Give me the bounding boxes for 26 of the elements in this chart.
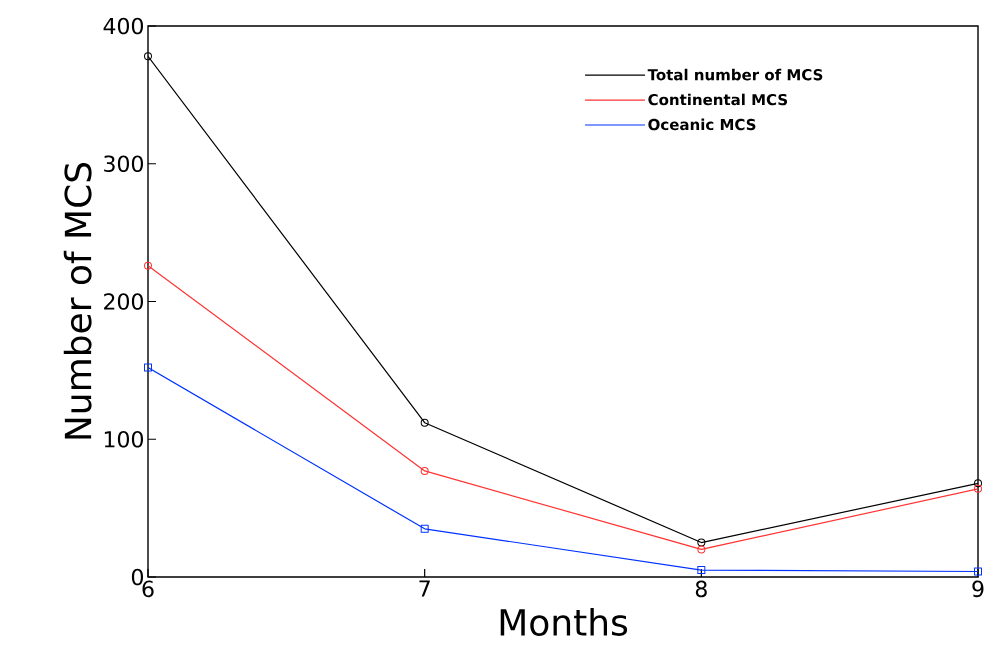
point xyxy=(697,566,706,575)
legend-label: Oceanic MCS xyxy=(648,118,756,131)
point xyxy=(697,538,706,547)
point xyxy=(420,466,429,475)
x-axis-title: Months xyxy=(500,608,628,636)
y-axis-title: Number of MCS xyxy=(63,162,92,439)
point xyxy=(144,261,152,270)
y-tick-label: 200 xyxy=(104,293,143,310)
point xyxy=(974,484,983,493)
y-tick-label: 400 xyxy=(103,17,143,35)
x-tick-label: 6 xyxy=(142,580,154,598)
point xyxy=(420,418,429,427)
legend-label: Total number of MCS xyxy=(647,68,823,81)
y-tick-label: 300 xyxy=(104,155,143,173)
point xyxy=(144,52,152,61)
y-tick-label: 100 xyxy=(104,430,143,448)
y-tick-label: 0 xyxy=(131,568,143,586)
point xyxy=(144,363,152,372)
x-tick-label: 7 xyxy=(419,580,430,597)
x-tick-label: 8 xyxy=(695,580,707,598)
x-tick-label: 9 xyxy=(972,580,984,598)
point xyxy=(697,545,706,554)
point xyxy=(420,524,429,533)
point xyxy=(974,479,983,488)
point xyxy=(974,567,983,576)
legend-label: Continental MCS xyxy=(648,93,788,106)
